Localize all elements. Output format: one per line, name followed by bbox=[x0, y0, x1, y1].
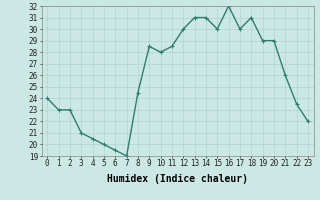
X-axis label: Humidex (Indice chaleur): Humidex (Indice chaleur) bbox=[107, 174, 248, 184]
